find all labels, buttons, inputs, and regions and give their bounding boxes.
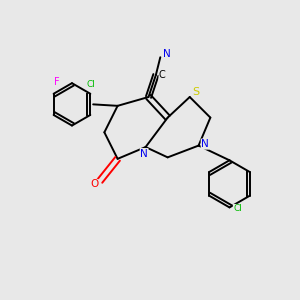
Text: F: F (54, 77, 60, 88)
Text: O: O (90, 179, 98, 190)
Text: N: N (163, 49, 171, 59)
Text: Cl: Cl (86, 80, 95, 89)
Text: N: N (140, 148, 148, 158)
Text: C: C (159, 70, 166, 80)
Text: N: N (201, 139, 209, 149)
Text: Cl: Cl (233, 204, 242, 213)
Text: S: S (192, 87, 199, 97)
